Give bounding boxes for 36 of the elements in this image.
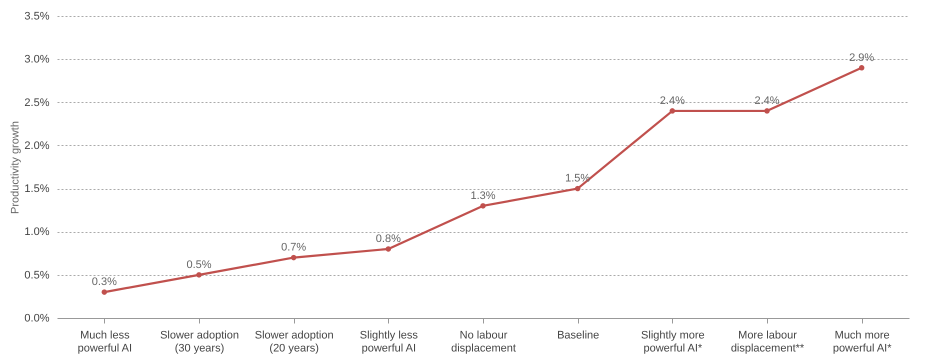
x-tick-label: Slower adoption (30 years) xyxy=(160,330,239,354)
data-label: 0.3% xyxy=(92,276,118,288)
point xyxy=(196,272,202,278)
data-label: 1.5% xyxy=(565,172,590,185)
x-tick-label: No labour displacement xyxy=(451,330,516,354)
y-axis-title: Productivity growth xyxy=(9,121,22,214)
data-label: 0.7% xyxy=(281,242,306,254)
x-tick-label: Slower adoption (20 years) xyxy=(254,330,334,354)
point xyxy=(480,203,486,209)
x-tick-label: More labour displacement** xyxy=(730,330,805,354)
x-tick-label: Slightly less powerful AI xyxy=(360,330,418,354)
y-tick-label: 3.5% xyxy=(24,10,50,22)
y-tick-label: 3.0% xyxy=(24,54,50,66)
data-label: 2.9% xyxy=(849,52,874,64)
point xyxy=(290,254,296,260)
y-tick-label: 1.5% xyxy=(24,183,50,196)
point xyxy=(670,108,676,114)
point xyxy=(764,108,770,114)
data-label: 0.5% xyxy=(186,258,212,271)
x-tick-label: Slightly more powerful AI* xyxy=(641,330,705,354)
data-label: 2.4% xyxy=(754,94,780,107)
point xyxy=(386,246,392,252)
x-tick-label: Much more powerful AI* xyxy=(832,330,892,354)
y-tick-label: 1.0% xyxy=(24,226,50,238)
y-tick-label: 0.0% xyxy=(24,312,50,324)
y-tick-label: 2.0% xyxy=(24,140,50,152)
x-tick-label: Baseline xyxy=(557,330,600,342)
data-label: 0.8% xyxy=(376,232,402,245)
point xyxy=(102,289,108,295)
y-tick-label: 0.5% xyxy=(24,269,50,282)
point xyxy=(858,65,864,71)
data-label: 1.3% xyxy=(470,190,496,202)
x-tick-label: Much less powerful AI xyxy=(78,330,132,354)
y-tick-label: 2.5% xyxy=(24,96,50,109)
data-label: 2.4% xyxy=(660,94,686,107)
point xyxy=(574,186,580,192)
